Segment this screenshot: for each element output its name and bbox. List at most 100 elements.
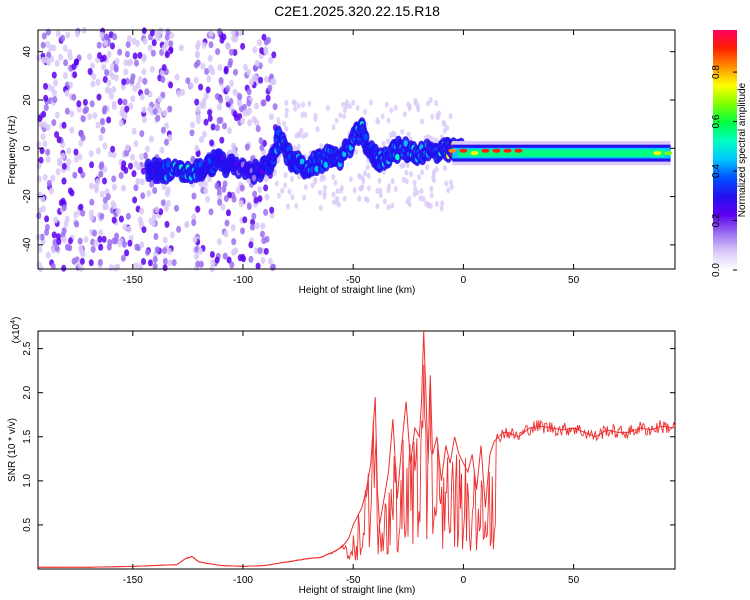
spectrogram-noise-blob bbox=[378, 192, 383, 199]
spectrogram-noise-blob bbox=[40, 41, 46, 49]
spectrogram-noise-blob bbox=[160, 76, 166, 83]
spectrogram-noise-blob bbox=[61, 264, 67, 272]
spectrogram-noise-blob bbox=[217, 64, 223, 72]
spectrogram-noise-blob bbox=[253, 196, 259, 204]
spectrogram-noise-blob bbox=[122, 112, 128, 120]
spectrogram-noise-blob bbox=[249, 223, 255, 231]
spectrogram-noise-blob bbox=[45, 148, 51, 156]
spectrogram-noise-blob bbox=[126, 225, 132, 233]
spectrogram-noise-blob bbox=[111, 100, 117, 108]
spectrogram-noise-blob bbox=[134, 59, 139, 67]
spectrogram-noise-blob bbox=[100, 126, 106, 134]
spectrogram-noise-blob bbox=[43, 82, 48, 90]
spectrogram-noise-blob bbox=[310, 182, 315, 189]
spectrogram-noise-blob bbox=[365, 164, 370, 171]
spectrogram-noise-blob bbox=[313, 176, 318, 183]
spectrogram-ytick-label: -20 bbox=[22, 189, 33, 204]
spectrogram-noise-blob bbox=[151, 213, 157, 221]
spectrogram-noise-blob bbox=[69, 126, 75, 134]
spectrogram-band-peak bbox=[470, 151, 479, 156]
spectrogram-noise-blob bbox=[77, 166, 83, 174]
spectrogram-noise-blob bbox=[111, 216, 117, 224]
spectrogram-noise-blob bbox=[293, 99, 297, 106]
spectrogram-noise-blob bbox=[267, 84, 273, 92]
spectrogram-noise-blob bbox=[111, 202, 117, 210]
spectrogram-noise-blob bbox=[144, 88, 150, 96]
snr-xtick-label: -50 bbox=[346, 575, 361, 586]
snr-multiplier: (x104) bbox=[10, 317, 22, 344]
spectrogram-noise-blob bbox=[50, 174, 56, 182]
spectrogram-noise-blob bbox=[261, 33, 267, 41]
spectrogram-noise-blob bbox=[407, 201, 412, 208]
spectrogram-noise-blob bbox=[247, 119, 253, 127]
spectrogram-noise-blob bbox=[297, 173, 302, 180]
spectrogram-xtick-label: 50 bbox=[568, 275, 580, 286]
spectrogram-noise-blob bbox=[123, 166, 129, 174]
spectrogram-noise-blob bbox=[214, 182, 220, 190]
snr-ytick-label: 1.0 bbox=[22, 473, 33, 487]
spectrogram-noise-blob bbox=[412, 191, 417, 198]
spectrogram-noise-blob bbox=[307, 100, 312, 107]
spectrogram-noise-blob bbox=[257, 247, 263, 255]
spectrogram-noise-blob bbox=[384, 101, 389, 108]
spectrogram-noise-blob bbox=[50, 85, 55, 93]
spectrogram-noise-blob bbox=[158, 208, 164, 216]
spectrogram-noise-blob bbox=[101, 235, 107, 243]
spectrogram-noise-blob bbox=[238, 29, 244, 36]
spectrogram-noise-blob bbox=[225, 95, 230, 103]
spectrogram-noise-blob bbox=[240, 117, 245, 125]
spectrogram-noise-blob bbox=[257, 39, 262, 47]
spectrogram-noise-blob bbox=[162, 109, 168, 117]
spectrogram-noise-blob bbox=[143, 152, 148, 160]
spectrogram-noise-blob bbox=[239, 184, 245, 192]
spectrogram-noise-blob bbox=[127, 35, 132, 43]
spectrogram-noise-blob bbox=[44, 56, 50, 64]
spectrogram-noise-blob bbox=[283, 182, 288, 189]
spectrogram-noise-blob bbox=[95, 178, 101, 186]
spectrogram-noise-blob bbox=[265, 94, 271, 102]
spectrogram-noise-blob bbox=[191, 219, 197, 227]
spectrogram-noise-blob bbox=[428, 97, 433, 103]
spectrogram-noise-blob bbox=[385, 138, 390, 144]
spectrogram-noise-blob bbox=[443, 165, 447, 172]
spectrogram-noise-blob bbox=[95, 78, 101, 86]
spectrogram-noise-blob bbox=[36, 162, 42, 170]
spectrogram-noise-blob bbox=[90, 80, 96, 88]
spectrogram-noise-blob bbox=[78, 203, 84, 211]
spectrogram-noise-blob bbox=[61, 121, 67, 129]
spectrogram-noise-blob bbox=[352, 187, 357, 194]
spectrogram-noise-blob bbox=[201, 41, 207, 49]
spectrogram-noise-blob bbox=[430, 113, 435, 120]
spectrogram-noise-blob bbox=[434, 100, 439, 107]
spectrogram-track-core bbox=[323, 161, 329, 168]
spectrogram-noise-blob bbox=[52, 238, 58, 246]
spectrogram-noise-blob bbox=[334, 198, 339, 205]
spectrogram-ylabel: Frequency (Hz) bbox=[7, 116, 18, 185]
spectrogram-noise-blob bbox=[97, 235, 103, 243]
spectrogram-ticks: -150 -100 -50 0 50 -40 -20 0 20 40 bbox=[22, 30, 675, 286]
spectrogram-noise-blob bbox=[231, 248, 236, 256]
spectrogram-noise-blob bbox=[194, 252, 199, 260]
spectrogram-noise-blob bbox=[130, 153, 135, 161]
spectrogram-noise-blob bbox=[293, 105, 298, 112]
spectrogram-noise-blob bbox=[363, 170, 368, 177]
spectrogram-noise-blob bbox=[53, 79, 59, 87]
snr-ytick-label: 2.0 bbox=[22, 385, 33, 399]
spectrogram-noise-blob bbox=[110, 145, 116, 153]
spectrogram-noise-blob bbox=[99, 31, 105, 39]
spectrogram-noise-blob bbox=[141, 167, 146, 175]
spectrogram-noise-blob bbox=[162, 257, 168, 265]
spectrogram-noise-blob bbox=[169, 231, 175, 239]
spectrogram-noise-blob bbox=[331, 124, 336, 131]
spectrogram-noise-blob bbox=[118, 119, 124, 127]
spectrogram-noise-blob bbox=[51, 119, 57, 127]
spectrogram-noise-blob bbox=[434, 166, 439, 173]
spectrogram-noise-blob bbox=[71, 257, 77, 265]
spectrogram-noise-blob bbox=[260, 257, 266, 264]
spectrogram-noise-blob bbox=[163, 204, 169, 212]
spectrogram-track-core bbox=[395, 153, 400, 161]
spectrogram-noise-blob bbox=[36, 212, 42, 220]
spectrogram-noise-blob bbox=[377, 177, 382, 184]
spectrogram-noise-blob bbox=[296, 143, 301, 150]
spectrogram-noise-blob bbox=[102, 76, 108, 83]
